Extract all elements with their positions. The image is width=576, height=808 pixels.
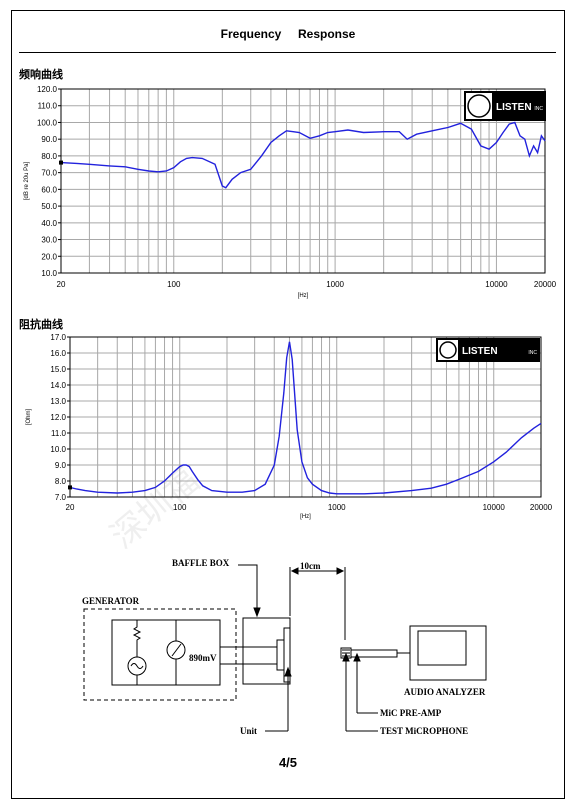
series-line	[60, 121, 546, 189]
y-tick-label: 50.0	[41, 202, 57, 211]
impedance-section-title: 阻抗曲线	[19, 318, 63, 331]
y-tick-label: 10.0	[50, 445, 66, 454]
x-tick-label: 1000	[326, 280, 344, 289]
x-tick-label: 20	[57, 280, 66, 289]
unit-label: Unit	[240, 726, 257, 736]
y-tick-label: 14.0	[50, 381, 66, 390]
x-tick-label: 20	[66, 503, 75, 512]
series-start-marker	[59, 160, 63, 165]
distance-label: 10cm	[300, 561, 321, 571]
y-axis-label: [Ohm]	[26, 409, 32, 426]
y-tick-label: 120.0	[37, 85, 58, 94]
y-tick-label: 30.0	[41, 236, 57, 245]
y-tick-label: 12.0	[50, 413, 66, 422]
y-tick-label: 80.0	[41, 152, 57, 161]
logo-head-icon	[466, 93, 492, 119]
y-tick-label: 40.0	[41, 219, 57, 228]
logo-head-outline	[439, 341, 457, 359]
page-number: 4/5	[278, 755, 298, 770]
header-rule	[19, 52, 556, 53]
logo-text: LISTEN	[462, 346, 498, 357]
resistor-symbol	[132, 620, 142, 650]
y-tick-label: 110.0	[38, 102, 58, 111]
y-tick-label: 90.0	[41, 135, 57, 144]
x-tick-label: 100	[173, 503, 187, 512]
x-tick-label: 1000	[328, 503, 346, 512]
y-tick-label: 20.0	[41, 252, 57, 261]
series-line	[69, 341, 542, 495]
logo-suffix: INC	[534, 106, 543, 112]
y-tick-label: 8.0	[55, 477, 67, 486]
y-tick-label: 11.0	[51, 429, 67, 438]
frequency-section-title: 频响曲线	[19, 68, 63, 81]
page-title: Frequency Response	[220, 27, 356, 41]
x-tick-label: 10000	[483, 503, 506, 512]
x-tick-label: 20000	[534, 280, 557, 289]
y-tick-label: 16.0	[50, 349, 66, 358]
logo-head-icon	[438, 340, 458, 360]
voltage-label: 890mV	[189, 653, 217, 663]
page-border	[11, 10, 565, 799]
mic-preamp-label: MiC PRE-AMP	[380, 708, 442, 718]
plot-frame	[60, 88, 546, 274]
speaker-unit	[276, 639, 285, 671]
y-tick-label: 7.0	[55, 493, 67, 502]
listen-logo: LISTEN INC	[464, 91, 546, 121]
generator-dashed-box	[83, 608, 237, 701]
audio-analyzer	[409, 625, 487, 681]
y-tick-label: 15.0	[50, 365, 66, 374]
logo-head-outline	[467, 94, 491, 118]
generator-box	[111, 619, 221, 686]
y-tick-label: 100.0	[37, 118, 58, 127]
x-axis-label: [Hz]	[300, 514, 311, 520]
y-tick-label: 70.0	[41, 169, 57, 178]
x-tick-label: 100	[167, 280, 181, 289]
generator-label: GENERATOR	[82, 596, 140, 606]
audio-analyzer-label: AUDIO ANALYZER	[404, 687, 486, 697]
y-tick-label: 13.0	[50, 397, 66, 406]
logo-suffix: INC	[528, 350, 537, 356]
baffle-box-label: BAFFLE BOX	[172, 558, 230, 568]
x-tick-label: 10000	[485, 280, 508, 289]
y-tick-label: 60.0	[41, 185, 57, 194]
y-axis-label: [dB re 20u Pa]	[24, 161, 30, 200]
y-tick-label: 9.0	[55, 461, 67, 470]
listen-logo: LISTEN INC	[436, 338, 540, 362]
logo-text: LISTEN	[496, 102, 532, 113]
x-axis-label: [Hz]	[298, 293, 309, 299]
x-tick-label: 20000	[530, 503, 553, 512]
series-start-marker	[68, 485, 72, 490]
y-tick-label: 10.0	[41, 269, 57, 278]
y-tick-label: 17.0	[50, 333, 66, 342]
analyzer-screen	[417, 630, 467, 666]
test-microphone-label: TEST MiCROPHONE	[380, 726, 468, 736]
